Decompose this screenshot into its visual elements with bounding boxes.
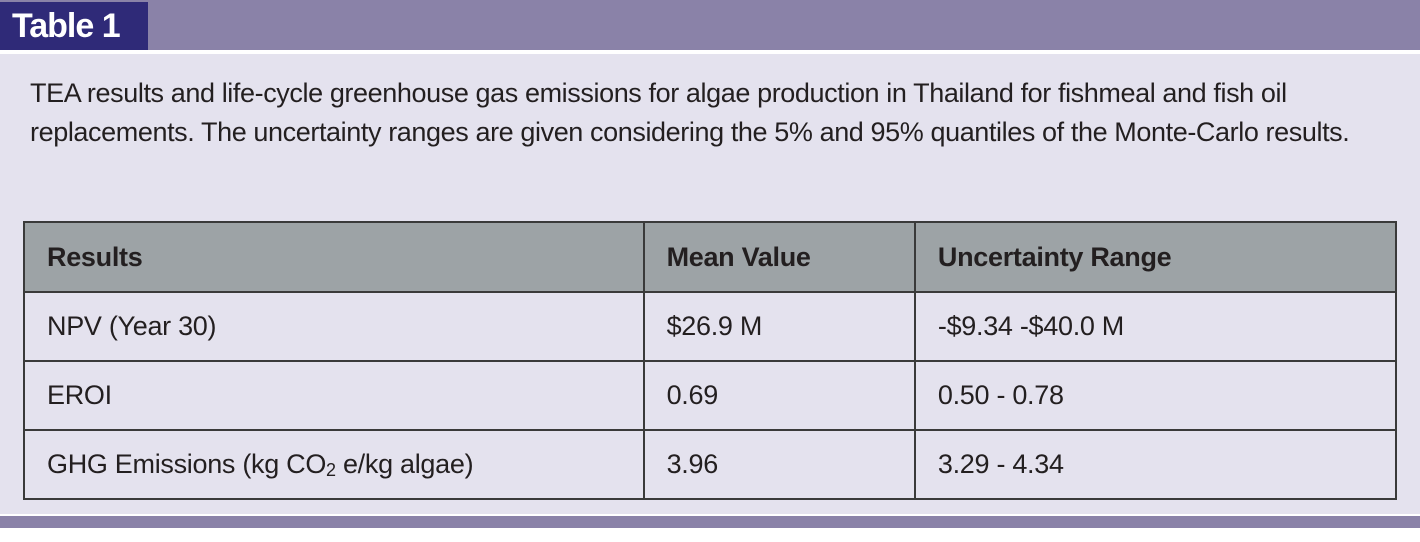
result-text-suffix: e/kg algae): [335, 449, 474, 479]
uncertainty-range-cell: -$9.34 -$40.0 M: [913, 291, 1398, 362]
mean-value-cell: 0.69: [642, 360, 916, 431]
table-row: GHG Emissions (kg CO2 e/kg algae) 3.96 3…: [23, 429, 1398, 500]
column-header-uncertainty-range: Uncertainty Range: [913, 221, 1398, 293]
table-row: EROI 0.69 0.50 - 0.78: [23, 360, 1398, 431]
uncertainty-range-cell: 0.50 - 0.78: [913, 360, 1398, 431]
subscript-2: 2: [326, 460, 336, 480]
uncertainty-range-cell: 3.29 - 4.34: [913, 429, 1398, 500]
result-text-prefix: GHG Emissions (kg CO: [47, 449, 327, 479]
result-cell: EROI: [23, 360, 645, 431]
table-header-row: Results Mean Value Uncertainty Range: [23, 221, 1398, 293]
table-caption: TEA results and life-cycle greenhouse ga…: [30, 78, 1350, 147]
column-header-mean-value: Mean Value: [642, 221, 916, 293]
table-panel: TEA results and life-cycle greenhouse ga…: [0, 54, 1420, 514]
header-banner: Table 1: [0, 0, 1420, 50]
table-label: Table 1: [0, 2, 148, 50]
table-row: NPV (Year 30) $26.9 M -$9.34 -$40.0 M: [23, 291, 1398, 362]
footer-rule: [0, 516, 1420, 528]
results-table: Results Mean Value Uncertainty Range NPV…: [23, 221, 1398, 500]
mean-value-cell: 3.96: [642, 429, 916, 500]
result-cell: GHG Emissions (kg CO2 e/kg algae): [23, 429, 645, 500]
mean-value-cell: $26.9 M: [642, 291, 916, 362]
column-header-results: Results: [23, 221, 645, 293]
result-cell: NPV (Year 30): [23, 291, 645, 362]
